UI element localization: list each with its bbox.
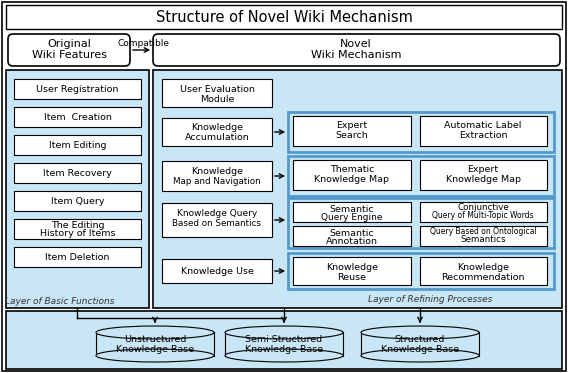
Text: Knowledge Base: Knowledge Base (381, 345, 459, 354)
Bar (288, 112, 554, 152)
Text: Item Recovery: Item Recovery (43, 169, 112, 178)
Bar (293, 160, 411, 190)
Bar (288, 156, 554, 196)
Text: Unstructured: Unstructured (124, 335, 186, 344)
Text: Annotation: Annotation (326, 236, 378, 245)
Text: Semi Structured: Semi Structured (245, 335, 323, 344)
Text: Knowledge Base: Knowledge Base (116, 345, 194, 354)
Text: Knowledge: Knowledge (191, 166, 243, 176)
Text: Extraction: Extraction (459, 132, 507, 141)
Text: Knowledge: Knowledge (191, 123, 243, 132)
Bar (162, 259, 272, 283)
Text: Thematic: Thematic (330, 166, 374, 175)
Text: History of Items: History of Items (40, 229, 115, 238)
Text: Recommendation: Recommendation (441, 273, 525, 282)
Bar (14, 135, 141, 155)
FancyBboxPatch shape (153, 34, 560, 66)
Bar (14, 191, 141, 211)
Bar (14, 163, 141, 183)
Text: Knowledge: Knowledge (326, 263, 378, 272)
Text: Knowledge Query: Knowledge Query (177, 209, 257, 217)
Text: Wiki Mechanism: Wiki Mechanism (311, 50, 401, 60)
Text: Layer of Refining Processes: Layer of Refining Processes (368, 295, 492, 304)
Bar (420, 116, 547, 146)
Bar (225, 332, 343, 355)
Bar (14, 79, 141, 99)
Bar (420, 226, 547, 246)
Text: Map and Navigation: Map and Navigation (173, 176, 261, 185)
Bar (162, 203, 272, 237)
Text: Module: Module (200, 94, 234, 103)
Bar (96, 332, 214, 355)
Text: User Evaluation: User Evaluation (179, 85, 254, 94)
Bar (293, 202, 411, 222)
Bar (420, 160, 547, 190)
Text: Expert: Expert (336, 122, 367, 131)
Ellipse shape (361, 326, 479, 339)
Text: Reuse: Reuse (337, 273, 366, 282)
Text: Query Based on Ontological: Query Based on Ontological (429, 226, 536, 235)
Ellipse shape (225, 326, 343, 339)
Text: Compatible: Compatible (117, 38, 169, 47)
Bar (420, 202, 547, 222)
Bar (288, 253, 554, 289)
Text: User Registration: User Registration (36, 85, 119, 94)
Text: Expert: Expert (467, 166, 499, 175)
Ellipse shape (361, 349, 479, 362)
Text: Query Engine: Query Engine (321, 213, 383, 222)
Bar (14, 247, 141, 267)
Text: Structured: Structured (395, 335, 445, 344)
Bar (293, 116, 411, 146)
Bar (6, 311, 562, 369)
Text: Semantics: Semantics (460, 235, 506, 244)
Ellipse shape (96, 349, 214, 362)
Text: Semantic: Semantic (329, 204, 374, 213)
Text: Knowledge Use: Knowledge Use (181, 266, 253, 276)
Bar (288, 198, 554, 248)
Bar (361, 332, 479, 355)
Text: Item  Creation: Item Creation (44, 113, 111, 122)
Text: Knowledge Base: Knowledge Base (245, 345, 323, 354)
Text: Original: Original (47, 39, 91, 49)
Bar (162, 118, 272, 146)
Bar (293, 226, 411, 246)
Text: Knowledge: Knowledge (457, 263, 509, 272)
Bar (153, 70, 562, 308)
Text: Conjunctive: Conjunctive (457, 203, 509, 211)
Text: Novel: Novel (340, 39, 372, 49)
Ellipse shape (225, 349, 343, 362)
Text: Wiki Features: Wiki Features (31, 50, 107, 60)
Bar (420, 257, 547, 285)
Text: Search: Search (336, 132, 369, 141)
Bar (14, 219, 141, 239)
FancyBboxPatch shape (8, 34, 130, 66)
Text: Item Query: Item Query (51, 197, 105, 206)
Bar (162, 79, 272, 107)
Text: Structure of Novel Wiki Mechanism: Structure of Novel Wiki Mechanism (156, 9, 412, 25)
Text: Query of Multi-Topic Words: Query of Multi-Topic Words (432, 210, 534, 219)
Text: Accumulation: Accumulation (185, 134, 249, 142)
Bar (293, 257, 411, 285)
Bar (6, 5, 562, 29)
Bar (14, 107, 141, 127)
Ellipse shape (96, 326, 214, 339)
Text: Based on Semantics: Based on Semantics (173, 219, 261, 229)
Text: The Editing: The Editing (51, 220, 105, 229)
Bar (162, 161, 272, 191)
Bar (6, 70, 149, 308)
Text: Automatic Label: Automatic Label (444, 122, 521, 131)
Text: Layer of Basic Functions: Layer of Basic Functions (5, 297, 115, 305)
Text: Semantic: Semantic (329, 229, 374, 238)
Text: Item Editing: Item Editing (49, 141, 106, 150)
Text: Item Deletion: Item Deletion (45, 253, 110, 261)
Text: Knowledge Map: Knowledge Map (315, 176, 390, 185)
Text: Knowledge Map: Knowledge Map (445, 176, 520, 185)
